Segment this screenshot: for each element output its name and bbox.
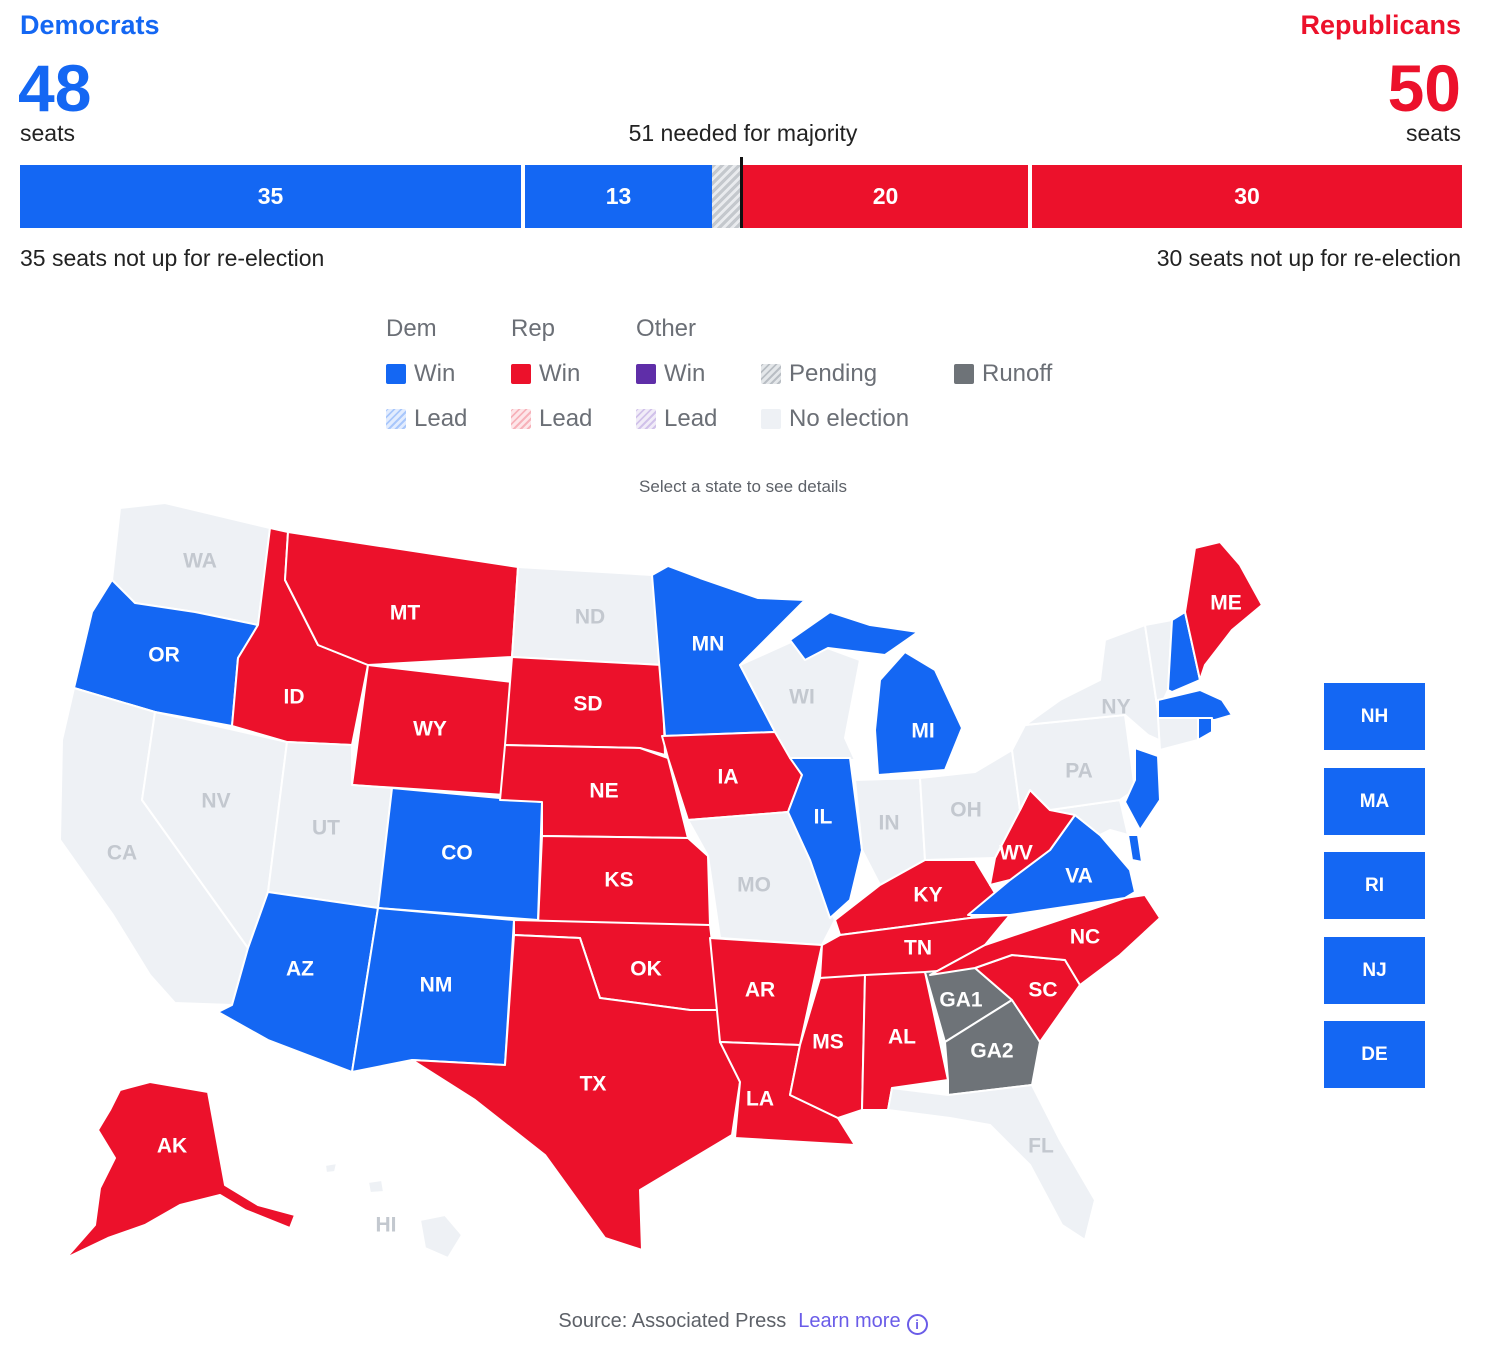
rep-not-up-note: 30 seats not up for re-election	[1156, 245, 1461, 271]
state-RI[interactable]	[1197, 717, 1213, 741]
no-election-swatch	[761, 409, 781, 429]
small-state-box-RI[interactable]: RI	[1324, 852, 1425, 919]
dem-not-up-note: 35 seats not up for re-election	[20, 245, 325, 271]
legend-dem-win-label: Win	[414, 360, 456, 387]
dem-seat-count: 48	[18, 51, 92, 125]
legend-pending-label: Pending	[789, 360, 878, 387]
us-senate-map: WAORCANVIDMTWYUTAZCONMNDSDNEKSOKTXMNIAMO…	[59, 502, 1263, 1259]
other-win-swatch	[636, 364, 656, 384]
state-CT[interactable]	[1157, 717, 1199, 751]
state-HI[interactable]	[419, 1214, 463, 1259]
legend-dem-win: Win	[386, 360, 455, 388]
state-CO[interactable]	[377, 787, 543, 921]
state-ND[interactable]	[511, 566, 663, 666]
rep-lead-swatch	[511, 409, 531, 429]
state-WY[interactable]	[351, 664, 513, 796]
state-MI[interactable]	[789, 611, 919, 661]
source-footer: Source: Associated Press Learn more i	[0, 1310, 1486, 1335]
legend-pending: Pending	[761, 360, 877, 388]
state-FL[interactable]	[887, 1084, 1096, 1241]
republicans-label: Republicans	[1300, 10, 1461, 40]
legend-dem-lead: Lead	[386, 405, 467, 433]
majority-marker	[740, 157, 743, 228]
rep-seat-count: 50	[1387, 51, 1461, 125]
runoff-swatch	[954, 364, 974, 384]
state-MT[interactable]	[284, 531, 519, 666]
legend-no-election: No election	[761, 405, 909, 433]
democrats-label: Democrats	[20, 10, 160, 40]
seat-balance-bar: 35 13 20 30	[20, 157, 1462, 228]
state-MI-lower[interactable]	[874, 651, 963, 776]
rep-seats-unit: seats	[1406, 120, 1461, 146]
state-AK[interactable]	[65, 1081, 296, 1259]
small-state-box-MA[interactable]: MA	[1324, 768, 1425, 835]
seat-segment-dem-not-up: 35	[20, 165, 523, 228]
legend-header-rep: Rep	[511, 315, 556, 342]
legend-runoff-label: Runoff	[982, 360, 1053, 387]
other-lead-swatch	[636, 409, 656, 429]
legend-rep-win: Win	[511, 360, 580, 388]
small-state-box-DE[interactable]: DE	[1324, 1021, 1425, 1088]
state-IA[interactable]	[661, 731, 803, 821]
legend-no-election-label: No election	[789, 405, 910, 432]
legend-runoff: Runoff	[954, 360, 1052, 388]
seat-segment-rep-not-up: 30	[1032, 165, 1462, 228]
legend-other-win-label: Win	[664, 360, 706, 387]
legend-dem-lead-label: Lead	[414, 405, 468, 432]
state-NC[interactable]	[929, 894, 1161, 986]
state-DE[interactable]	[1127, 834, 1143, 863]
small-state-box-NJ[interactable]: NJ	[1324, 937, 1425, 1004]
map-prompt: Select a state to see details	[639, 477, 847, 496]
info-icon[interactable]: i	[906, 1314, 928, 1335]
legend-header-dem: Dem	[386, 315, 437, 342]
pending-swatch	[761, 364, 781, 384]
legend-other-lead: Lead	[636, 405, 717, 433]
map-legend: Dem Rep Other Win Win Win Pending Runoff…	[386, 312, 1086, 442]
state-HI-small[interactable]	[324, 1162, 338, 1174]
majority-text: 51 needed for majority	[628, 120, 858, 146]
state-NJ[interactable]	[1124, 747, 1161, 831]
state-SD[interactable]	[504, 656, 666, 756]
legend-other-win: Win	[636, 360, 705, 388]
state-IL[interactable]	[787, 757, 863, 919]
state-label-HI: HI	[376, 1214, 397, 1237]
legend-rep-lead: Lead	[511, 405, 592, 433]
rep-win-swatch	[511, 364, 531, 384]
legend-rep-lead-label: Lead	[539, 405, 593, 432]
state-MA[interactable]	[1157, 689, 1233, 721]
dem-lead-swatch	[386, 409, 406, 429]
legend-header-other: Other	[636, 315, 697, 342]
state-ME[interactable]	[1184, 541, 1263, 681]
state-TX[interactable]	[411, 934, 741, 1251]
state-KS[interactable]	[537, 835, 711, 926]
seat-segment-rep-won: 20	[743, 165, 1030, 228]
source-text: Source: Associated Press	[558, 1310, 787, 1332]
dem-seats-unit: seats	[20, 120, 75, 146]
state-NM[interactable]	[351, 907, 515, 1073]
state-HI-small2[interactable]	[367, 1179, 385, 1194]
seat-segment-pending	[712, 165, 740, 228]
state-NH[interactable]	[1167, 611, 1201, 693]
small-state-box-NH[interactable]: NH	[1324, 683, 1425, 750]
dem-win-swatch	[386, 364, 406, 384]
learn-more-link[interactable]: Learn more	[798, 1310, 901, 1332]
legend-rep-win-label: Win	[539, 360, 581, 387]
legend-other-lead-label: Lead	[664, 405, 718, 432]
seat-segment-dem-won: 13	[525, 165, 712, 228]
